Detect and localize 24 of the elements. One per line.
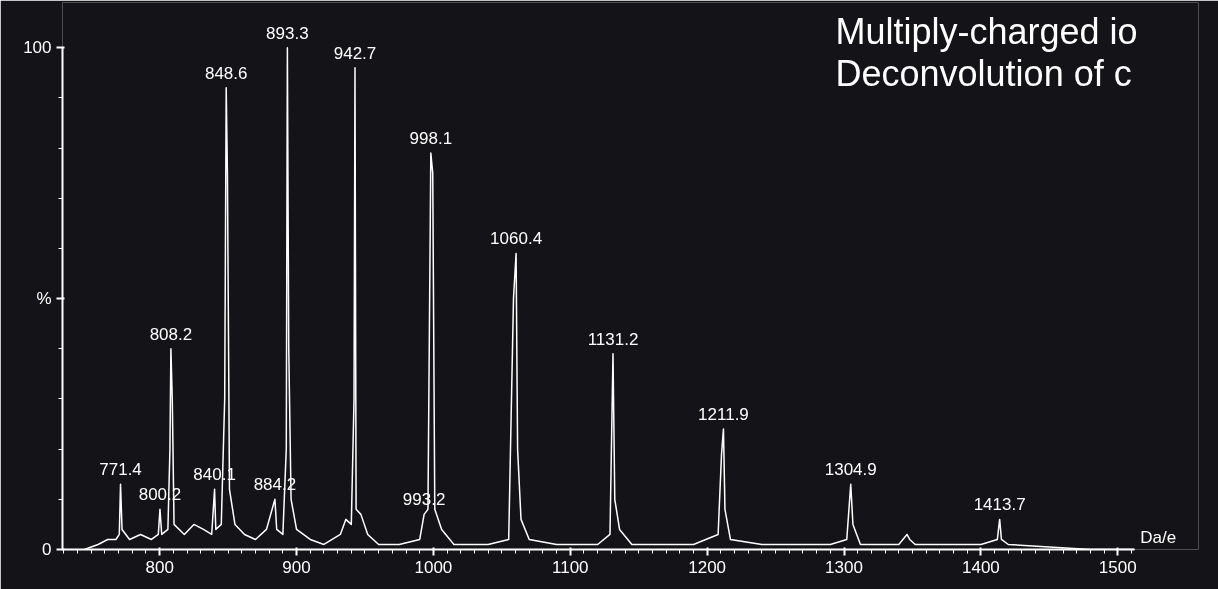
x-tick-label: 1300 (825, 557, 863, 577)
annotation: 808.2 (149, 324, 193, 344)
annotation: 1060.4 (490, 229, 543, 249)
x-tick-label: 1500 (1098, 557, 1137, 577)
annotation: 1304.9 (824, 460, 877, 480)
x-tick-label: 1100 (552, 557, 589, 577)
y-tick-label: 0 (42, 540, 52, 559)
y-tick-label: % (36, 289, 52, 309)
annotation: 1131.2 (587, 329, 639, 349)
annotation: 1413.7 (973, 495, 1026, 515)
annotation: 942.7 (333, 43, 377, 63)
annotation: 998.1 (409, 129, 453, 149)
x-tick-label: 1000 (414, 557, 453, 577)
x-tick-label: 900 (282, 557, 311, 577)
x-tick-label: 1200 (688, 557, 727, 577)
annotation: 848.6 (204, 63, 248, 83)
annotation: 893.3 (266, 23, 309, 43)
x-axis-title: Da/e (1140, 527, 1177, 547)
x-tick-label: 1400 (961, 557, 1000, 577)
y-tick-label: 100 (23, 38, 52, 58)
annotation: 771.4 (99, 460, 142, 480)
chart-title: Multiply-charged io Deconvolution of c (835, 10, 1138, 94)
x-tick-label: 800 (145, 557, 174, 577)
annotation: 1211.9 (698, 405, 749, 425)
